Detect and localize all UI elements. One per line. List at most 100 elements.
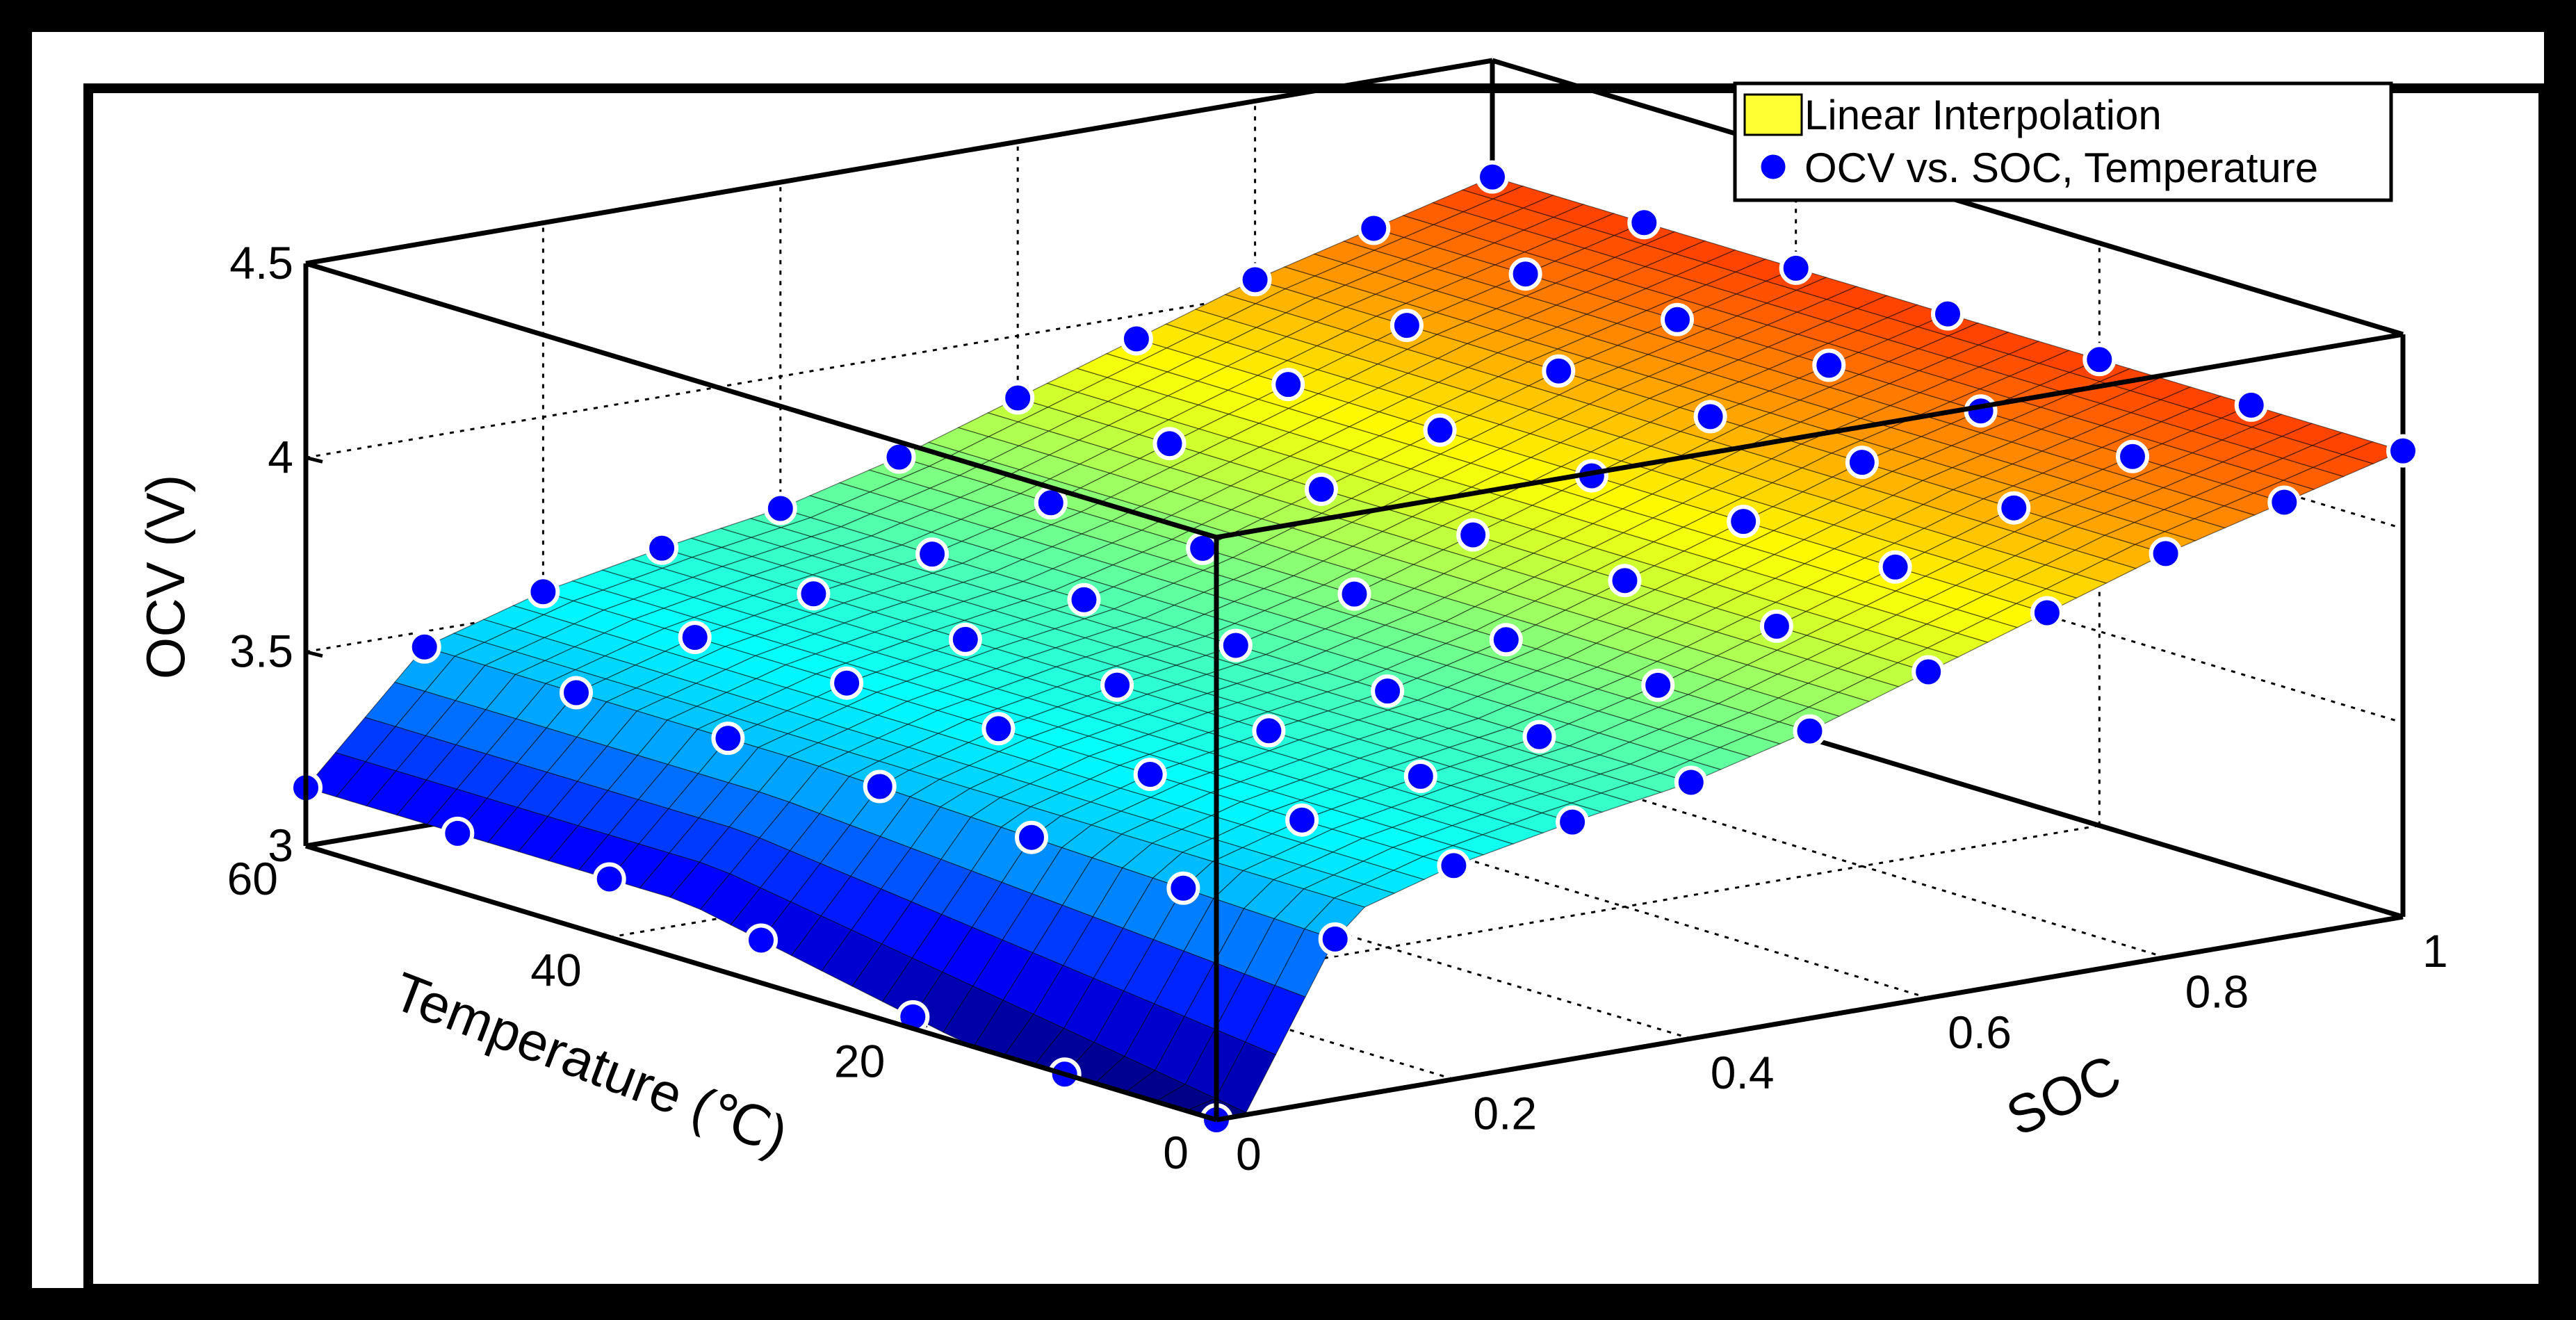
y-tick-label: 40 bbox=[530, 944, 581, 995]
y-tick-label: 20 bbox=[834, 1036, 885, 1087]
legend-marker bbox=[1757, 151, 1789, 183]
box-edge bbox=[1216, 332, 2404, 540]
data-point bbox=[1119, 322, 1153, 356]
data-point bbox=[1304, 472, 1338, 506]
data-point bbox=[1285, 803, 1319, 837]
data-point bbox=[678, 621, 712, 654]
z-tick-mark bbox=[305, 455, 323, 464]
data-point bbox=[948, 622, 982, 656]
y-axis-label: Temperature (℃) bbox=[385, 960, 796, 1166]
data-point bbox=[981, 712, 1016, 746]
data-point bbox=[1997, 491, 2031, 525]
z-tick-mark bbox=[305, 650, 323, 658]
data-point bbox=[592, 862, 626, 896]
y-tick-label: 60 bbox=[227, 853, 278, 904]
data-point bbox=[1423, 413, 1457, 447]
data-point bbox=[1152, 427, 1187, 461]
data-point bbox=[1812, 348, 1846, 382]
z-axis-label: OCV (V) bbox=[135, 475, 196, 680]
y-tick-label: 0 bbox=[1163, 1127, 1189, 1178]
data-point bbox=[1845, 446, 1879, 480]
data-point bbox=[1793, 714, 1827, 748]
z-tick-label: 4.5 bbox=[229, 237, 293, 288]
data-point bbox=[1674, 765, 1708, 799]
data-point bbox=[441, 816, 475, 850]
data-point bbox=[1357, 211, 1391, 245]
data-point bbox=[1456, 518, 1490, 552]
data-point bbox=[1779, 251, 1813, 285]
data-point bbox=[1964, 394, 1998, 428]
data-point bbox=[2234, 388, 2268, 422]
x-tick-label: 0.8 bbox=[2185, 965, 2249, 1017]
data-point bbox=[1371, 674, 1405, 708]
data-point bbox=[2267, 485, 2301, 519]
grid-line bbox=[1492, 59, 2404, 336]
data-point bbox=[1693, 400, 1727, 434]
box-edge bbox=[304, 261, 1218, 540]
data-point bbox=[1911, 655, 1946, 689]
data-point bbox=[711, 722, 745, 756]
legend-points-label: OCV vs. SOC, Temperature bbox=[1804, 145, 2318, 191]
z-tick-mark bbox=[305, 261, 323, 270]
data-point bbox=[1403, 759, 1437, 793]
x-tick-label: 0 bbox=[1236, 1128, 1262, 1180]
data-point bbox=[560, 676, 593, 710]
data-point bbox=[1133, 758, 1167, 791]
z-tick-label: 4 bbox=[268, 431, 293, 482]
grid-line bbox=[1492, 642, 2404, 918]
data-point bbox=[1476, 160, 1509, 194]
data-point bbox=[1100, 668, 1134, 702]
data-point bbox=[1218, 628, 1253, 662]
data-point bbox=[1727, 505, 1761, 539]
data-point bbox=[2030, 596, 2064, 630]
grid-line bbox=[780, 763, 1692, 1040]
legend: Linear Interpolation OCV vs. SOC, Temper… bbox=[1733, 81, 2393, 202]
box-edge bbox=[1216, 914, 2404, 1123]
data-point bbox=[1759, 609, 1793, 643]
data-point bbox=[1389, 309, 1424, 343]
grid-line bbox=[1017, 723, 1929, 1000]
data-point bbox=[1489, 623, 1523, 657]
data-point bbox=[1627, 206, 1661, 240]
data-point bbox=[1522, 719, 1556, 753]
data-point bbox=[1337, 577, 1371, 611]
data-point bbox=[1556, 805, 1590, 839]
data-point bbox=[1878, 550, 1912, 584]
x-tick-label: 0.2 bbox=[1473, 1088, 1537, 1139]
data-point bbox=[1067, 582, 1101, 617]
data-point bbox=[1608, 564, 1642, 598]
legend-surface-label: Linear Interpolation bbox=[1804, 92, 2162, 138]
data-point bbox=[1252, 714, 1286, 748]
interpolation-surface bbox=[304, 176, 2404, 1121]
data-point bbox=[1661, 302, 1694, 336]
z-tick-label: 3.5 bbox=[229, 626, 293, 677]
data-points bbox=[289, 160, 2420, 1136]
data-point bbox=[1437, 849, 1471, 883]
grid-line bbox=[305, 59, 1493, 265]
x-tick-label: 0.4 bbox=[1711, 1047, 1775, 1098]
data-point bbox=[2149, 537, 2183, 571]
data-point bbox=[1238, 263, 1272, 297]
data-point bbox=[1001, 381, 1035, 415]
data-point bbox=[797, 577, 831, 611]
front-axes-edges bbox=[303, 261, 2404, 1123]
data-point bbox=[1318, 922, 1352, 956]
data-point bbox=[1166, 871, 1200, 905]
legend-surface-swatch bbox=[1743, 93, 1803, 136]
data-point bbox=[407, 630, 441, 664]
grid-line bbox=[1255, 682, 2167, 959]
x-tick-label: 1 bbox=[2422, 925, 2448, 977]
z-tick-label: 3 bbox=[268, 820, 293, 871]
data-point bbox=[1542, 354, 1576, 388]
x-axis-label: SOC bbox=[1997, 1043, 2129, 1148]
data-point bbox=[830, 666, 864, 700]
data-point bbox=[645, 531, 679, 565]
legend-box bbox=[1733, 81, 2393, 202]
data-point bbox=[526, 575, 560, 609]
data-point bbox=[744, 923, 778, 957]
data-point bbox=[2386, 434, 2420, 468]
box-edge bbox=[304, 843, 1218, 1123]
data-point bbox=[2116, 439, 2149, 473]
z-tick-mark bbox=[305, 844, 323, 852]
tick-labels: 0 0.2 0.4 0.6 0.8 1 0 20 40 60 3 3.5 4 4… bbox=[227, 237, 2448, 1180]
